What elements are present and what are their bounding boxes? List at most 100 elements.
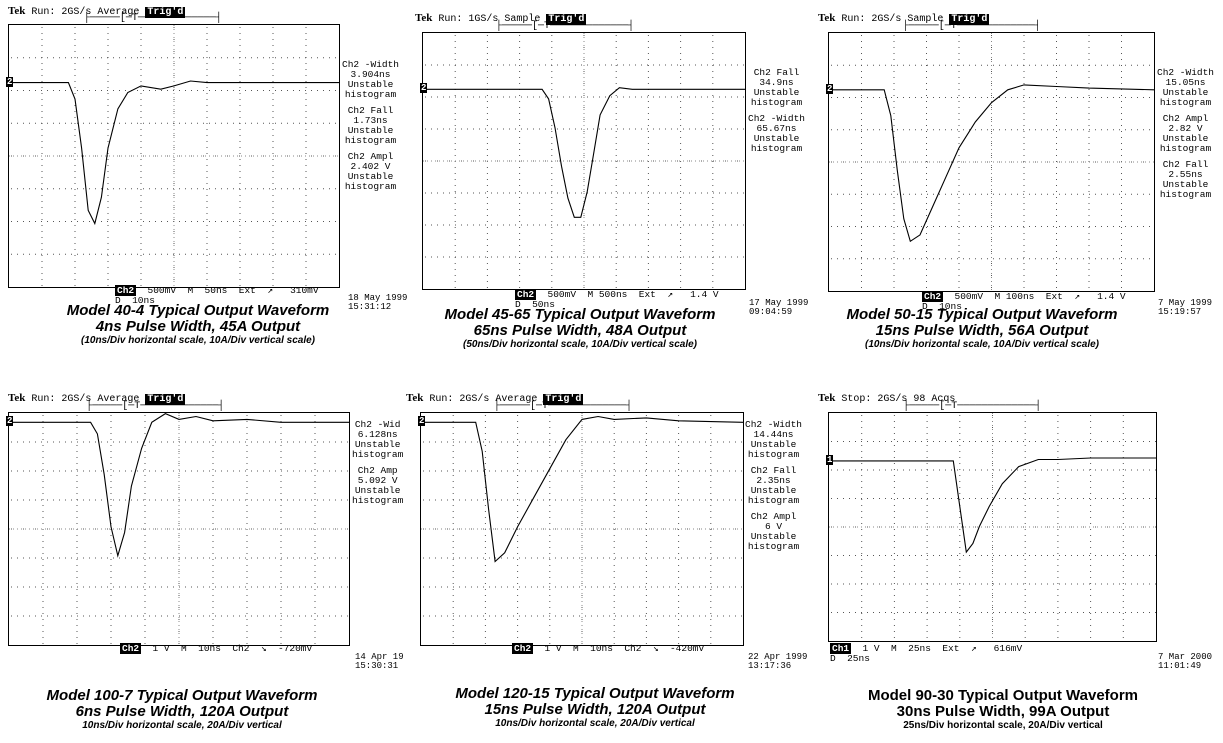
grid-dot bbox=[485, 96, 486, 98]
grid-dot bbox=[1023, 257, 1025, 258]
grid-dot bbox=[551, 47, 553, 48]
grid-dot bbox=[581, 427, 583, 428]
grid-dot bbox=[191, 122, 192, 124]
grid-dot bbox=[531, 528, 532, 530]
grid-dot bbox=[447, 528, 448, 530]
grid-dot bbox=[831, 583, 832, 585]
grid-dot bbox=[680, 275, 682, 276]
grid-dot bbox=[107, 129, 109, 130]
grid-dot bbox=[893, 185, 895, 186]
grid-dot bbox=[561, 586, 562, 588]
grid-dot bbox=[513, 441, 514, 443]
caption-line-3: 10ns/Div horizontal scale, 20A/Div verti… bbox=[82, 720, 282, 731]
grid-dot bbox=[484, 613, 486, 614]
grid-dot bbox=[843, 526, 844, 528]
grid-dot bbox=[459, 615, 460, 617]
grid-dot bbox=[1149, 97, 1150, 98]
grid-dot bbox=[1143, 498, 1144, 499]
grid-dot bbox=[958, 119, 960, 120]
grid-dot bbox=[42, 421, 44, 422]
grid-dot bbox=[605, 256, 606, 258]
grid-dot bbox=[843, 441, 844, 442]
grid-dot bbox=[95, 90, 96, 91]
grid-dot bbox=[1011, 258, 1012, 260]
grid-dot bbox=[705, 499, 706, 501]
grid-dot bbox=[645, 523, 647, 524]
grid-dot bbox=[615, 209, 617, 210]
grid-dot bbox=[173, 39, 175, 40]
grid-dot bbox=[53, 586, 54, 588]
grid-dot bbox=[17, 253, 18, 255]
grid-dot bbox=[233, 470, 234, 472]
grid-dot bbox=[65, 253, 66, 255]
grid-dot bbox=[517, 427, 519, 428]
grid-dot bbox=[41, 87, 43, 88]
grid-dot bbox=[627, 470, 628, 472]
grid-dot bbox=[239, 69, 241, 70]
grid-dot bbox=[305, 63, 307, 64]
grid-dot bbox=[125, 499, 126, 501]
grid-dot bbox=[678, 619, 680, 620]
grid-dot bbox=[206, 69, 208, 70]
grid-dot bbox=[653, 160, 654, 162]
grid-dot bbox=[710, 571, 712, 572]
grid-dot bbox=[107, 171, 109, 172]
grid-dot bbox=[455, 224, 456, 226]
grid-dot bbox=[140, 93, 142, 94]
grid-dot bbox=[1023, 35, 1025, 36]
brand-label: Tek bbox=[415, 12, 433, 24]
grid-dot bbox=[89, 57, 90, 59]
grid-dot bbox=[239, 273, 241, 274]
grid-dot bbox=[143, 253, 144, 255]
grid-dot bbox=[314, 433, 316, 434]
grid-dot bbox=[647, 275, 649, 276]
grid-dot bbox=[713, 96, 714, 98]
grid-dot bbox=[1047, 258, 1048, 260]
grid-dot bbox=[74, 63, 76, 64]
grid-dot bbox=[1023, 193, 1024, 195]
grid-dot bbox=[144, 475, 146, 476]
grid-dot bbox=[613, 487, 615, 488]
grid-dot bbox=[59, 557, 60, 559]
grid-dot bbox=[454, 125, 456, 126]
grid-dot bbox=[191, 253, 192, 255]
grid-dot bbox=[551, 224, 552, 226]
grid-dot bbox=[484, 595, 486, 596]
grid-dot bbox=[861, 95, 862, 96]
grid-dot bbox=[155, 470, 156, 472]
grid-dot bbox=[909, 129, 910, 131]
grid-dot bbox=[712, 161, 714, 162]
grid-dot bbox=[314, 643, 316, 644]
grid-dot bbox=[311, 57, 312, 59]
grid-dot bbox=[452, 577, 454, 578]
grid-dot bbox=[1056, 263, 1057, 264]
grid-dot bbox=[645, 571, 647, 572]
grid-dot bbox=[551, 227, 553, 228]
grid-dot bbox=[272, 249, 274, 250]
grid-dot bbox=[74, 243, 76, 244]
grid-dot bbox=[915, 258, 916, 260]
grid-dot bbox=[551, 221, 553, 222]
scope-header: Tek Run: 2GS/s Sample Trig'd bbox=[818, 12, 990, 26]
grid-dot bbox=[155, 57, 156, 59]
grid-dot bbox=[76, 505, 78, 506]
grid-dot bbox=[969, 64, 970, 66]
grid-dot bbox=[119, 615, 120, 617]
grid-dot bbox=[549, 487, 551, 488]
grid-dot bbox=[867, 441, 868, 442]
grid-dot bbox=[861, 258, 862, 260]
grid-dot bbox=[281, 90, 282, 91]
grid-dot bbox=[705, 470, 706, 472]
grid-dot bbox=[76, 427, 78, 428]
grid-dot bbox=[710, 589, 712, 590]
grid-dot bbox=[484, 445, 486, 446]
grid-dot bbox=[903, 526, 904, 528]
grid-dot bbox=[1122, 427, 1124, 428]
grid-dot bbox=[454, 119, 456, 120]
waveform-trace bbox=[9, 413, 349, 558]
grid-dot bbox=[549, 583, 551, 584]
grid-dot bbox=[831, 526, 832, 528]
grid-dot bbox=[317, 57, 318, 59]
grid-dot bbox=[581, 619, 583, 620]
grid-dot bbox=[957, 226, 958, 227]
